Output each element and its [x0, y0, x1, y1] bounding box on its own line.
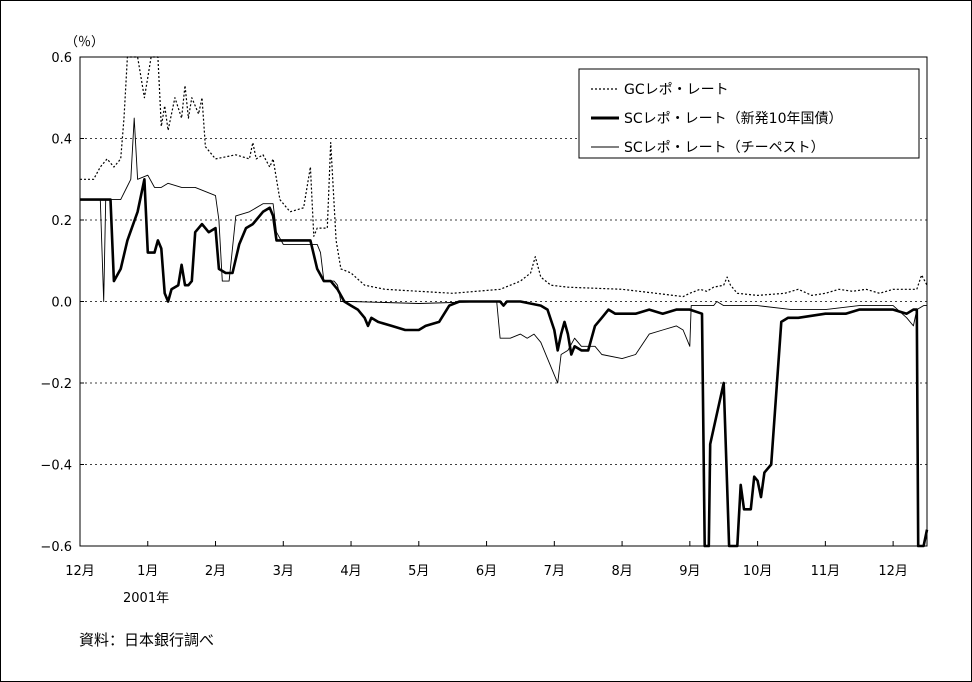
source-note: 資料：日本銀行調べ: [79, 631, 215, 649]
x-tick-label: 10月: [743, 564, 773, 579]
x-tick-label: 11月: [811, 564, 841, 579]
legend-label-sc-10y: SCレポ・レート（新発10年国債）: [624, 111, 842, 127]
x-tick-label: 6月: [476, 564, 497, 579]
y-tick-label: 0.6: [51, 51, 72, 66]
year-label: 2001年: [123, 591, 169, 606]
x-tick-label: 4月: [340, 564, 361, 579]
legend-box: [578, 68, 920, 159]
y-tick-label: −0.6: [40, 540, 72, 555]
gridlines: [80, 138, 927, 465]
x-tick-label: 7月: [544, 564, 565, 579]
y-tick-label: 0.2: [51, 214, 72, 229]
y-axis-ticks: 0.6 0.4 0.2 0.0 −0.2 −0.4 −0.6: [40, 51, 84, 555]
series-sc-repo-10y-line: [80, 178, 929, 548]
x-tick-label: 2月: [205, 564, 226, 579]
legend-label-sc-cheapest: SCレポ・レート（チーペスト）: [624, 140, 825, 156]
x-tick-label: 5月: [408, 564, 429, 579]
x-tick-label: 8月: [611, 564, 632, 579]
y-tick-label: 0.4: [51, 133, 72, 148]
x-tick-label: 9月: [679, 564, 700, 579]
x-tick-label: 1月: [137, 564, 158, 579]
y-unit-label: （％）: [65, 35, 104, 50]
legend: GCレポ・レート SCレポ・レート（新発10年国債） SCレポ・レート（チーペス…: [578, 68, 920, 159]
x-axis-ticks: 12月 1月 2月 3月 4月 5月 6月 7月 8月 9月 10月 11月 12月: [65, 541, 908, 579]
x-tick-label: 3月: [273, 564, 294, 579]
series-gc-repo-line: [80, 56, 928, 298]
y-tick-label: 0.0: [51, 296, 72, 311]
y-tick-label: −0.4: [40, 459, 72, 474]
y-tick-label: −0.2: [40, 377, 72, 392]
x-tick-label: 12月: [65, 564, 95, 579]
series-sc-repo-cheapest-line: [80, 117, 927, 384]
legend-label-gc: GCレポ・レート: [624, 82, 729, 98]
x-tick-label: 12月: [878, 564, 908, 579]
series-layer: [80, 56, 929, 548]
